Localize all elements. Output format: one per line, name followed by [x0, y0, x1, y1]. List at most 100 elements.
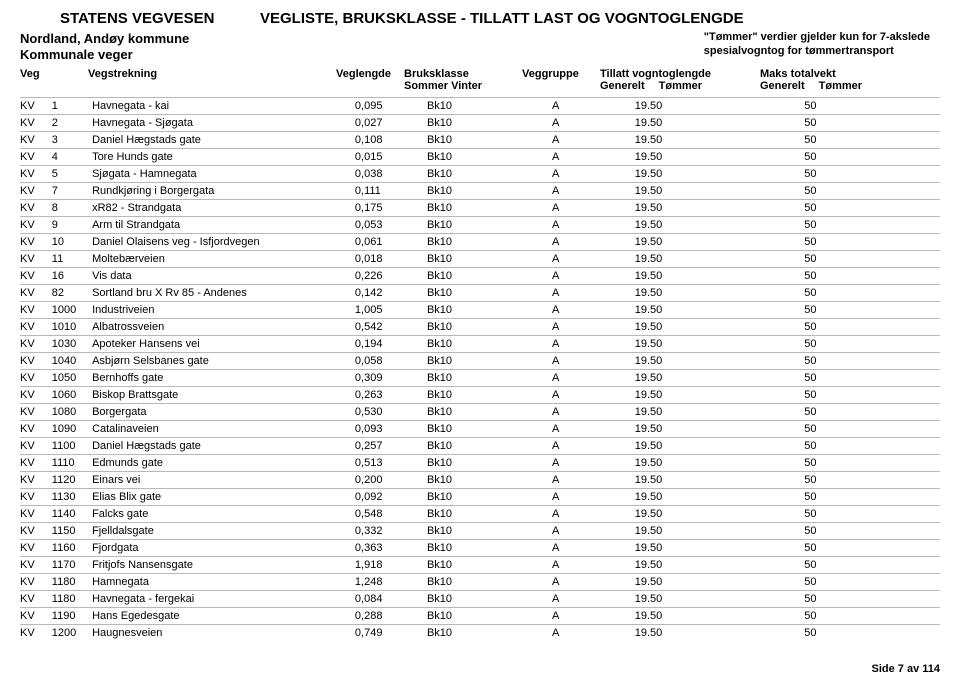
cell-len: 0,226 — [355, 267, 427, 284]
cell-len: 0,015 — [355, 148, 427, 165]
cell-no: 82 — [52, 284, 92, 301]
cell-name: Havnegata - kai — [92, 97, 355, 114]
cell-grp: A — [552, 386, 635, 403]
cell-grp: A — [552, 233, 635, 250]
cell-tvl: 19.50 — [635, 233, 805, 250]
cell-name: Havnegata - fergekai — [92, 590, 355, 607]
cell-name: Elias Blix gate — [92, 488, 355, 505]
cell-grp: A — [552, 607, 635, 624]
cell-veg: KV — [20, 590, 52, 607]
cell-len: 0,058 — [355, 352, 427, 369]
cell-grp: A — [552, 131, 635, 148]
cell-tvl: 19.50 — [635, 522, 805, 539]
cell-no: 1030 — [52, 335, 92, 352]
table-row: KV1060Biskop Brattsgate0,263Bk10A19.5050 — [20, 386, 940, 403]
cell-bk: Bk10 — [427, 607, 552, 624]
col-maks-generelt: Generelt — [760, 80, 805, 93]
cell-max: 50 — [804, 556, 940, 573]
cell-max: 50 — [804, 148, 940, 165]
cell-len: 0,749 — [355, 624, 427, 641]
cell-name: Sortland bru X Rv 85 - Andenes — [92, 284, 355, 301]
cell-bk: Bk10 — [427, 539, 552, 556]
cell-no: 7 — [52, 182, 92, 199]
table-row: KV1110Edmunds gate0,513Bk10A19.5050 — [20, 454, 940, 471]
cell-veg: KV — [20, 607, 52, 624]
cell-tvl: 19.50 — [635, 250, 805, 267]
cell-veg: KV — [20, 301, 52, 318]
table-row: KV1120Einars vei0,200Bk10A19.5050 — [20, 471, 940, 488]
cell-grp: A — [552, 114, 635, 131]
cell-tvl: 19.50 — [635, 182, 805, 199]
org-name: STATENS VEGVESEN — [20, 10, 260, 27]
cell-no: 9 — [52, 216, 92, 233]
col-maks-sub: Generelt Tømmer — [760, 80, 888, 93]
cell-max: 50 — [804, 403, 940, 420]
cell-bk: Bk10 — [427, 454, 552, 471]
table-row: KV1140Falcks gate0,548Bk10A19.5050 — [20, 505, 940, 522]
table-row: KV2Havnegata - Sjøgata0,027Bk10A19.5050 — [20, 114, 940, 131]
table-row: KV1040Asbjørn Selsbanes gate0,058Bk10A19… — [20, 352, 940, 369]
cell-bk: Bk10 — [427, 114, 552, 131]
cell-tvl: 19.50 — [635, 556, 805, 573]
cell-max: 50 — [804, 573, 940, 590]
cell-bk: Bk10 — [427, 624, 552, 641]
cell-grp: A — [552, 284, 635, 301]
cell-grp: A — [552, 522, 635, 539]
col-bruksklasse-sub: Sommer Vinter — [404, 80, 522, 93]
cell-max: 50 — [804, 335, 940, 352]
cell-bk: Bk10 — [427, 216, 552, 233]
cell-veg: KV — [20, 318, 52, 335]
cell-grp: A — [552, 454, 635, 471]
cell-name: Haugnesveien — [92, 624, 355, 641]
cell-no: 1080 — [52, 403, 92, 420]
cell-veg: KV — [20, 335, 52, 352]
col-tillatt: Tillatt vogntoglengde Generelt Tømmer — [600, 68, 760, 93]
cell-name: Edmunds gate — [92, 454, 355, 471]
cell-max: 50 — [804, 539, 940, 556]
cell-grp: A — [552, 471, 635, 488]
cell-bk: Bk10 — [427, 488, 552, 505]
cell-grp: A — [552, 335, 635, 352]
cell-max: 50 — [804, 267, 940, 284]
table-row: KV16Vis data0,226Bk10A19.5050 — [20, 267, 940, 284]
cell-no: 1180 — [52, 590, 92, 607]
column-headers: Veg Vegstrekning Veglengde Bruksklasse S… — [20, 66, 940, 97]
cell-grp: A — [552, 318, 635, 335]
col-maks: Maks totalvekt Generelt Tømmer — [760, 68, 888, 93]
cell-max: 50 — [804, 114, 940, 131]
table-row: KV1180Hamnegata1,248Bk10A19.5050 — [20, 573, 940, 590]
cell-veg: KV — [20, 369, 52, 386]
cell-len: 0,111 — [355, 182, 427, 199]
cell-grp: A — [552, 369, 635, 386]
cell-bk: Bk10 — [427, 403, 552, 420]
cell-grp: A — [552, 488, 635, 505]
road-type-line: Kommunale veger — [20, 47, 189, 63]
cell-max: 50 — [804, 199, 940, 216]
cell-no: 1050 — [52, 369, 92, 386]
cell-grp: A — [552, 505, 635, 522]
col-tillatt-tommer: Tømmer — [659, 80, 702, 93]
cell-bk: Bk10 — [427, 131, 552, 148]
cell-veg: KV — [20, 556, 52, 573]
cell-name: Apoteker Hansens vei — [92, 335, 355, 352]
cell-no: 1150 — [52, 522, 92, 539]
table-row: KV1090Catalinaveien0,093Bk10A19.5050 — [20, 420, 940, 437]
cell-veg: KV — [20, 199, 52, 216]
cell-bk: Bk10 — [427, 182, 552, 199]
table-row: KV1010Albatrossveien0,542Bk10A19.5050 — [20, 318, 940, 335]
cell-grp: A — [552, 301, 635, 318]
cell-len: 0,257 — [355, 437, 427, 454]
col-veglengde: Veglengde — [336, 68, 404, 93]
cell-grp: A — [552, 250, 635, 267]
timber-note: "Tømmer" verdier gjelder kun for 7-aksle… — [704, 31, 930, 59]
cell-grp: A — [552, 590, 635, 607]
cell-tvl: 19.50 — [635, 505, 805, 522]
col-vegstrekning: Vegstrekning — [88, 68, 336, 93]
cell-name: Hamnegata — [92, 573, 355, 590]
cell-no: 1200 — [52, 624, 92, 641]
cell-len: 1,248 — [355, 573, 427, 590]
cell-no: 8 — [52, 199, 92, 216]
cell-name: Daniel Olaisens veg - Isfjordvegen — [92, 233, 355, 250]
cell-tvl: 19.50 — [635, 590, 805, 607]
cell-tvl: 19.50 — [635, 437, 805, 454]
